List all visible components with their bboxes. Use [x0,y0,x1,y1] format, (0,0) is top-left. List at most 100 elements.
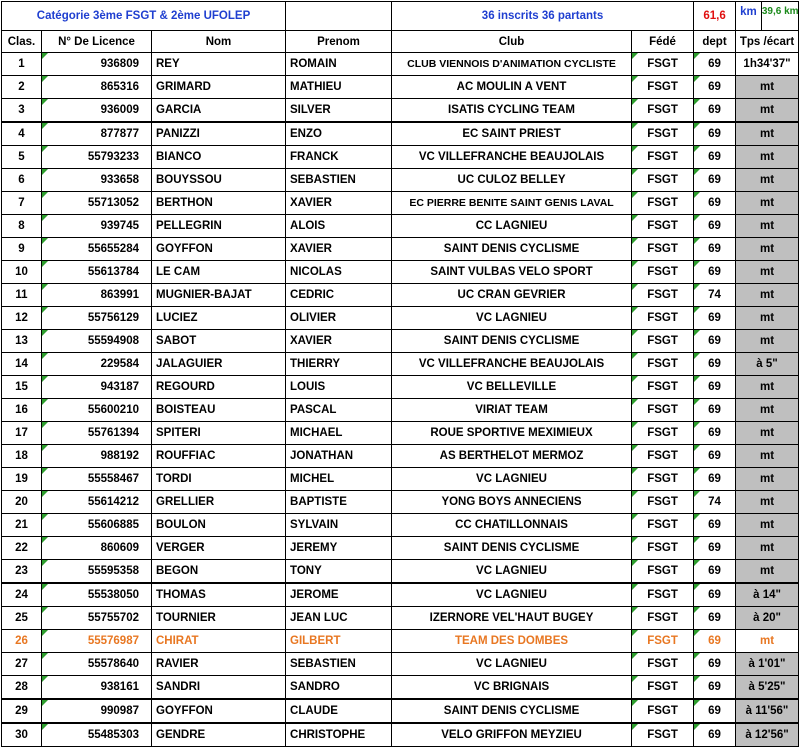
cell-nom: ROUFFIAC [150,444,287,468]
cell-tps: à 14" [735,582,800,607]
table-row: 17 55761394 SPITERI MICHAEL ROUE SPORTIVE ME… [1,421,800,445]
table-row: 11 863991 MUGNIER-BAJAT CEDRIC UC CRAN GEVRI… [1,283,800,307]
cell-nom: BEGON [150,559,287,584]
title-split-cell: km 39,6 km/h [735,1,800,31]
cell-dept: 69 [693,98,737,123]
cell-licence: 936009 [41,98,152,123]
cell-fede: FSGT [631,329,695,353]
cell-licence: 860609 [41,536,152,560]
table-row: 24 55538050 THOMAS JEROME VC LAGNIEU FSGT 69 à … [1,582,800,607]
cell-prenom: TONY [285,559,393,584]
cell-club: VC BELLEVILLE [391,375,633,399]
cell-club: VC LAGNIEU [391,559,633,584]
cell-prenom: SYLVAIN [285,513,393,537]
average-speed: 39,6 km/h [761,6,799,17]
cell-clas: 14 [1,352,42,376]
col-header-nom: Nom [150,30,287,53]
cell-clas: 30 [1,722,42,747]
cell-fede: FSGT [631,121,695,146]
cell-prenom: FRANCK [285,145,393,169]
cell-dept: 69 [693,329,737,353]
cell-prenom: PASCAL [285,398,393,422]
cell-club: VC BRIGNAIS [391,675,633,700]
cell-clas: 15 [1,375,42,399]
cell-tps: mt [735,98,800,123]
cell-clas: 3 [1,98,42,123]
table-row: 10 55613784 LE CAM NICOLAS SAINT VULBAS VELO… [1,260,800,284]
table-row: 14 229584 JALAGUIER THIERRY VC VILLEFRANCHE … [1,352,800,376]
cell-tps: mt [735,375,800,399]
cell-clas: 25 [1,606,42,630]
cell-prenom: LOUIS [285,375,393,399]
cell-dept: 69 [693,398,737,422]
cell-clas: 10 [1,260,42,284]
cell-tps: mt [735,398,800,422]
col-header-fede: Fédé [631,30,695,53]
table-row: 21 55606885 BOULON SYLVAIN CC CHATILLONNAIS F… [1,513,800,537]
table-row: 22 860609 VERGER JEREMY SAINT DENIS CYCLISME… [1,536,800,560]
cell-clas: 12 [1,306,42,330]
cell-clas: 11 [1,283,42,307]
cell-tps: mt [735,75,800,99]
cell-fede: FSGT [631,582,695,607]
cell-fede: FSGT [631,145,695,169]
cell-prenom: GILBERT [285,629,393,653]
cell-prenom: MICHAEL [285,421,393,445]
cell-nom: RAVIER [150,652,287,676]
table-row: 5 55793233 BIANCO FRANCK VC VILLEFRANCHE BEA… [1,145,800,169]
distance-unit: km [737,2,762,30]
cell-dept: 69 [693,629,737,653]
cell-prenom: THIERRY [285,352,393,376]
cell-dept: 74 [693,490,737,514]
cell-fede: FSGT [631,260,695,284]
cell-tps: mt [735,283,800,307]
cell-dept: 69 [693,513,737,537]
cell-club: UC CULOZ BELLEY [391,168,633,192]
cell-tps: mt [735,121,800,146]
cell-club: EC PIERRE BENITE SAINT GENIS LAVAL [391,191,633,215]
cell-club: CC CHATILLONNAIS [391,513,633,537]
cell-dept: 69 [693,260,737,284]
cell-tps: mt [735,145,800,169]
cell-tps: à 11'56" [735,698,800,724]
cell-club: YONG BOYS ANNECIENS [391,490,633,514]
table-row: 28 938161 SANDRI SANDRO VC BRIGNAIS FSGT 69 à 5… [1,675,800,700]
cell-fede: FSGT [631,214,695,238]
cell-clas: 6 [1,168,42,192]
cell-clas: 2 [1,75,42,99]
cell-club: TEAM DES DOMBES [391,629,633,653]
cell-dept: 69 [693,191,737,215]
cell-fede: FSGT [631,559,695,584]
cell-dept: 74 [693,283,737,307]
title-row: Catégorie 3ème FSGT & 2ème UFOLEP 36 ins… [0,1,800,31]
cell-dept: 69 [693,145,737,169]
cell-fede: FSGT [631,722,695,747]
cell-tps: mt [735,421,800,445]
cell-licence: 936809 [41,52,152,76]
cell-tps: mt [735,513,800,537]
cell-club: CLUB VIENNOIS D'ANIMATION CYCLISTE [391,52,633,76]
cell-club: SAINT DENIS CYCLISME [391,698,633,724]
cell-nom: BOULON [150,513,287,537]
cell-licence: 55595358 [41,559,152,584]
cell-fede: FSGT [631,283,695,307]
cell-club: VC VILLEFRANCHE BEAUJOLAIS [391,145,633,169]
table-row: 13 55594908 SABOT XAVIER SAINT DENIS CYCLISM… [1,329,800,353]
cell-club: VC LAGNIEU [391,652,633,676]
cell-licence: 865316 [41,75,152,99]
table-row: 3 936009 GARCIA SILVER ISATIS CYCLING TEAM FS… [1,98,800,123]
cell-nom: CHIRAT [150,629,287,653]
cell-club: AS BERTHELOT MERMOZ [391,444,633,468]
cell-fede: FSGT [631,237,695,261]
table-row: 9 55655284 GOYFFON XAVIER SAINT DENIS CYCLIS… [1,237,800,261]
cell-clas: 22 [1,536,42,560]
cell-prenom: ROMAIN [285,52,393,76]
cell-dept: 69 [693,75,737,99]
category-title: Catégorie 3ème FSGT & 2ème UFOLEP [0,1,287,31]
cell-club: SAINT VULBAS VELO SPORT [391,260,633,284]
cell-nom: SANDRI [150,675,287,700]
cell-club: CC LAGNIEU [391,214,633,238]
cell-clas: 8 [1,214,42,238]
table-row: 16 55600210 BOISTEAU PASCAL VIRIAT TEAM FSGT 6… [1,398,800,422]
